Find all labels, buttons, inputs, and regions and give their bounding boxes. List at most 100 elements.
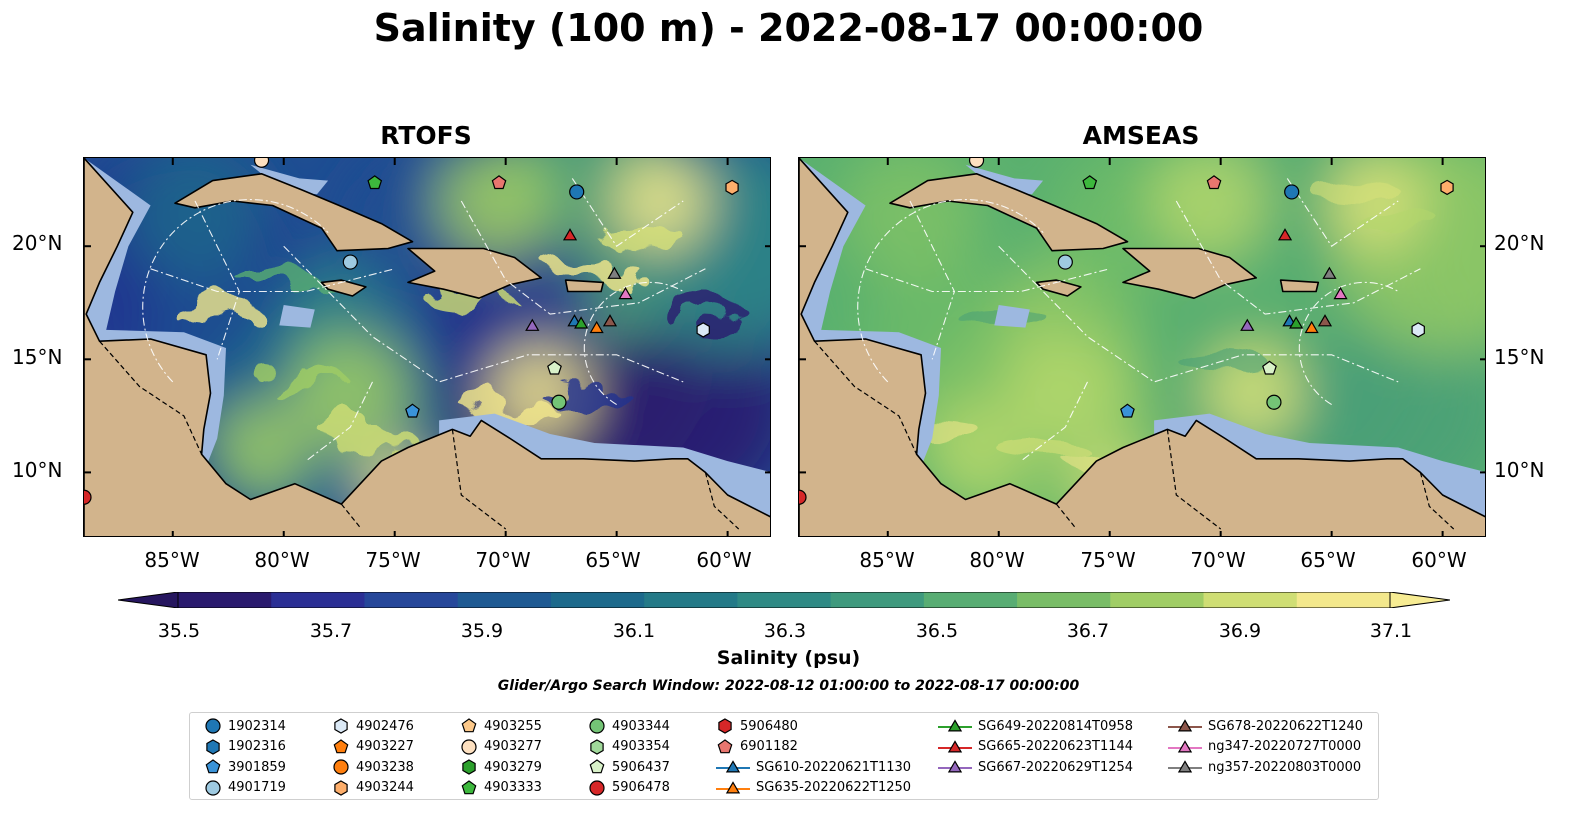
legend-label: 4901719 xyxy=(228,780,286,795)
legend-item: 1902316 xyxy=(204,737,286,757)
legend-marker-icon xyxy=(461,779,477,794)
platform-marker xyxy=(84,489,92,505)
legend-marker-icon xyxy=(206,738,220,755)
legend-marker-icon xyxy=(1168,760,1202,773)
legend-item: SG667-20220629T1254 xyxy=(938,757,1133,777)
legend-marker-icon xyxy=(716,760,750,773)
legend-label: SG665-20220623T1144 xyxy=(978,739,1134,754)
platform-marker xyxy=(253,158,270,168)
lon-label-80w-rtofs: 80°W xyxy=(254,548,310,572)
legend-label: 4903344 xyxy=(612,718,670,734)
legend-label: 4903244 xyxy=(356,780,414,795)
lon-label-75w-rtofs: 75°W xyxy=(365,548,421,572)
land-puertorico xyxy=(1279,279,1320,293)
panel-title-rtofs: RTOFS xyxy=(380,121,472,150)
legend-label: 5906480 xyxy=(740,718,798,734)
legend-marker xyxy=(589,718,605,734)
salinity-colorbar xyxy=(118,592,1450,608)
platform-marker xyxy=(607,266,622,279)
colorbar-label: Salinity (psu) xyxy=(716,647,861,669)
legend-label: 4903238 xyxy=(356,759,414,775)
lat-label-20n-right: 20°N xyxy=(1494,231,1545,255)
platform-marker xyxy=(1333,286,1348,300)
legend-label: 1902314 xyxy=(228,718,286,734)
platform-marker xyxy=(1206,175,1222,190)
legend-label: 4903255 xyxy=(484,718,542,734)
platform-marker xyxy=(1284,184,1300,200)
platform-marker xyxy=(968,158,985,168)
lon-label-85w-amseas: 85°W xyxy=(859,548,915,572)
legend-marker-icon xyxy=(938,739,972,752)
panel-title-amseas: AMSEAS xyxy=(1082,121,1200,150)
land-central xyxy=(84,158,770,536)
lat-label-10n-right: 10°N xyxy=(1494,458,1545,482)
legend-marker-icon xyxy=(334,779,348,796)
legend-item: 4903344 xyxy=(588,716,670,736)
platform-marker xyxy=(602,314,618,327)
lon-label-85w-rtofs: 85°W xyxy=(144,548,200,572)
legend-item: 4903354 xyxy=(588,737,670,757)
colorbar-bin xyxy=(364,592,459,608)
legend-label: 4903277 xyxy=(484,739,542,754)
platform-marker xyxy=(1317,314,1333,327)
legend-item: 3901859 xyxy=(204,757,286,777)
platform-marker xyxy=(1262,360,1277,375)
legend-marker xyxy=(725,760,741,773)
legend-label: 3901859 xyxy=(228,759,286,775)
platform-marker xyxy=(1277,228,1293,241)
colorbar-extend-high xyxy=(1389,592,1450,608)
legend-marker xyxy=(947,760,963,773)
legend-marker-icon xyxy=(205,779,221,796)
platform-marker xyxy=(1289,316,1304,329)
platform-marker xyxy=(574,316,589,329)
legend-label: 5906478 xyxy=(612,780,670,795)
land-cuba xyxy=(174,173,414,252)
colorbar-extend-low xyxy=(118,592,179,608)
legend-marker-icon xyxy=(589,718,605,734)
legend-marker-icon xyxy=(333,759,349,775)
legend-item: 5906478 xyxy=(588,778,670,798)
platform-legend: 1902314 1902316 3901859 4901719 4902476 49032… xyxy=(189,712,1379,800)
colorbar-bin xyxy=(457,592,552,608)
legend-marker xyxy=(461,738,477,755)
legend-item: 4903277 xyxy=(460,737,542,757)
legend-item: 6901182 xyxy=(716,737,798,757)
legend-marker xyxy=(1177,719,1193,732)
colorbar-tick: 35.7 xyxy=(309,620,353,642)
platform-marker xyxy=(618,286,633,300)
legend-label: 4903333 xyxy=(484,780,542,795)
legend-marker xyxy=(590,738,604,755)
map-panel-rtofs[interactable] xyxy=(83,157,771,537)
legend-label: 1902316 xyxy=(228,739,286,754)
legend-marker-icon xyxy=(938,719,972,732)
legend-label: SG667-20220629T1254 xyxy=(978,759,1134,775)
legend-marker xyxy=(205,779,221,796)
colorbar-bin xyxy=(1017,592,1111,608)
legend-item: 1902314 xyxy=(204,716,286,736)
colorbar-bin xyxy=(1203,592,1298,608)
lon-label-80w-amseas: 80°W xyxy=(969,548,1025,572)
lat-label-15n-left: 15°N xyxy=(12,345,63,369)
legend-item: SG678-20220622T1240 xyxy=(1168,716,1363,736)
legend-marker xyxy=(1177,739,1193,752)
platform-marker xyxy=(1411,322,1425,338)
lon-label-70w-rtofs: 70°W xyxy=(475,548,531,572)
legend-label: 4903354 xyxy=(612,739,670,754)
legend-label: 6901182 xyxy=(740,739,798,754)
colorbar-bin xyxy=(644,592,738,608)
platform-marker xyxy=(525,318,540,331)
platform-marker xyxy=(1120,403,1135,418)
colorbar-tick: 35.9 xyxy=(460,620,504,642)
map-panel-amseas[interactable] xyxy=(798,157,1486,537)
land-cuba xyxy=(889,173,1129,252)
platform-marker xyxy=(1440,179,1454,196)
legend-marker-icon xyxy=(462,759,476,775)
legend-marker-icon xyxy=(717,738,733,753)
legend-label: 4903279 xyxy=(484,759,542,775)
legend-marker xyxy=(205,718,221,734)
platform-marker xyxy=(1082,175,1098,190)
legend-marker xyxy=(333,738,349,753)
legend-marker-icon xyxy=(716,780,750,793)
platform-marker xyxy=(696,322,710,338)
legend-marker xyxy=(334,779,348,796)
